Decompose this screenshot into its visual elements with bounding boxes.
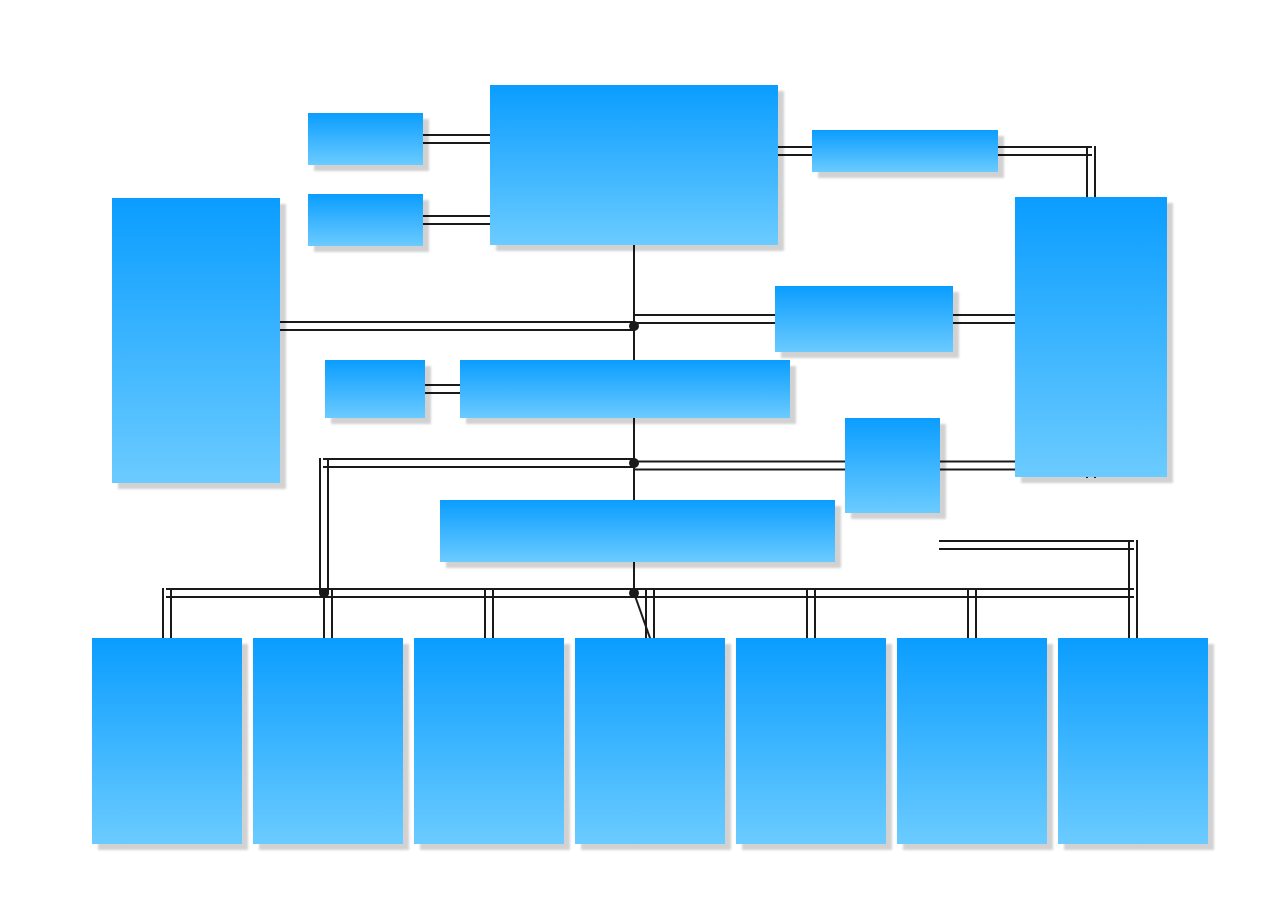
node-face	[460, 360, 790, 418]
node-face	[775, 286, 953, 352]
node-top-center	[490, 85, 778, 245]
node-face	[253, 638, 403, 844]
node-face	[440, 500, 835, 562]
node-mid-small-l	[325, 360, 425, 418]
node-face	[1058, 638, 1208, 844]
node-leaf-4	[575, 638, 725, 844]
node-face	[845, 418, 940, 513]
node-face	[308, 194, 423, 246]
node-face	[92, 638, 242, 844]
node-leaf-5	[736, 638, 886, 844]
node-face	[490, 85, 778, 245]
node-face	[325, 360, 425, 418]
org-chart-diagram	[0, 0, 1280, 904]
node-leaf-3	[414, 638, 564, 844]
node-mid-right-a	[775, 286, 953, 352]
node-left-tall	[112, 198, 280, 483]
node-face	[736, 638, 886, 844]
node-top-small-a	[308, 113, 423, 165]
node-mid-square	[845, 418, 940, 513]
node-face	[308, 113, 423, 165]
node-face	[414, 638, 564, 844]
node-face	[812, 130, 998, 172]
node-face	[897, 638, 1047, 844]
node-face	[1015, 197, 1167, 477]
node-leaf-6	[897, 638, 1047, 844]
node-top-right	[812, 130, 998, 172]
node-leaf-1	[92, 638, 242, 844]
node-face	[575, 638, 725, 844]
node-face	[112, 198, 280, 483]
node-right-tall	[1015, 197, 1167, 477]
node-mid-center	[460, 360, 790, 418]
node-wide-bar	[440, 500, 835, 562]
node-leaf-7	[1058, 638, 1208, 844]
node-leaf-2	[253, 638, 403, 844]
node-top-small-b	[308, 194, 423, 246]
